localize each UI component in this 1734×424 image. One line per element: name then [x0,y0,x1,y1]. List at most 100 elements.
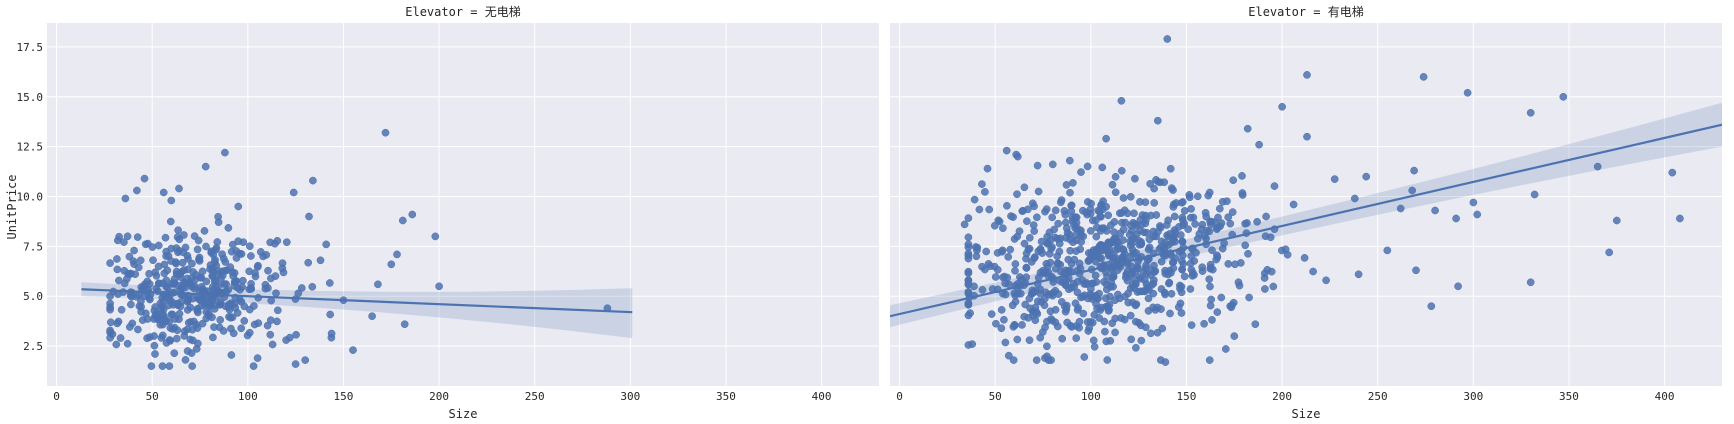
data-point [1084,257,1093,265]
data-point [273,317,281,326]
data-point [297,284,306,292]
data-point [1131,174,1139,183]
data-point [1412,266,1420,275]
data-point [1396,204,1405,213]
data-point [1092,278,1101,286]
data-point [1048,291,1057,300]
data-point [1120,206,1129,215]
data-point [1206,260,1215,269]
data-point [301,356,310,364]
data-point [1226,219,1235,228]
data-point [245,305,254,314]
data-point [1172,199,1180,207]
data-point [1077,168,1085,176]
data-point [1121,218,1130,227]
data-point [1164,216,1173,225]
data-point [134,263,143,272]
data-point [1281,245,1290,254]
data-point [174,226,182,235]
data-point [981,265,989,274]
data-point [1098,224,1106,233]
data-point [148,243,157,251]
data-point [278,264,287,273]
data-point [1139,268,1148,277]
data-point [387,260,396,269]
data-point [1207,220,1215,229]
data-point [217,274,225,283]
data-point [1069,238,1077,247]
data-point [400,320,409,329]
data-point [1187,205,1195,213]
data-point [349,346,357,354]
data-point [201,162,210,171]
data-point [1040,301,1049,310]
data-point [125,323,134,331]
data-point [1177,282,1186,291]
x-tick-label: 300 [620,390,640,403]
data-point [1241,241,1250,250]
x-tick-label: 0 [53,390,60,403]
x-tick-label: 150 [334,390,354,403]
data-point [162,339,171,347]
x-axis-label-left: Size [449,407,478,421]
data-point [985,205,994,214]
data-point [130,246,138,255]
y-axis-label: UnitPrice [5,174,19,239]
data-point [137,307,146,316]
data-point [267,274,275,283]
data-point [1061,307,1070,316]
data-point [1208,316,1216,324]
data-point [183,347,192,355]
data-point [174,248,182,257]
data-point [201,299,210,307]
plot-area [890,35,1722,366]
data-point [1234,278,1243,287]
data-point [1001,290,1010,299]
data-point [1153,116,1162,125]
data-point [1473,210,1482,219]
x-tick-label: 250 [1368,390,1388,403]
data-point [1022,263,1031,272]
data-point [964,214,973,222]
data-point [1041,354,1049,362]
data-point [1102,280,1111,289]
data-point [1061,210,1070,219]
data-point [259,252,267,261]
data-point [1020,312,1029,321]
data-point [150,341,159,350]
data-point [971,243,980,251]
data-point [1154,177,1163,186]
data-point [188,259,196,268]
data-point [170,349,179,358]
data-point [1019,206,1027,215]
data-point [266,316,275,325]
data-point [1149,303,1157,312]
data-point [1176,299,1185,308]
data-point [1383,246,1392,255]
data-point [273,306,282,315]
data-point [1009,356,1018,364]
data-point [1137,336,1146,345]
data-point [221,258,230,266]
data-point [188,362,197,370]
data-point [1127,262,1136,271]
data-point [305,212,313,221]
data-point [1102,134,1110,143]
data-point [1186,213,1195,222]
data-point [1185,193,1194,202]
data-point [1303,71,1311,79]
data-point [194,236,203,245]
data-point [133,186,141,195]
data-point [1178,265,1186,274]
data-point [213,238,222,246]
data-point [1278,102,1286,111]
data-point [1117,166,1126,175]
data-point [964,300,973,309]
data-point [1127,335,1136,344]
data-point [193,245,202,254]
data-point [1111,172,1120,181]
data-point [1062,181,1071,189]
data-point [1111,246,1120,255]
data-point [983,164,992,173]
data-point [198,319,207,328]
